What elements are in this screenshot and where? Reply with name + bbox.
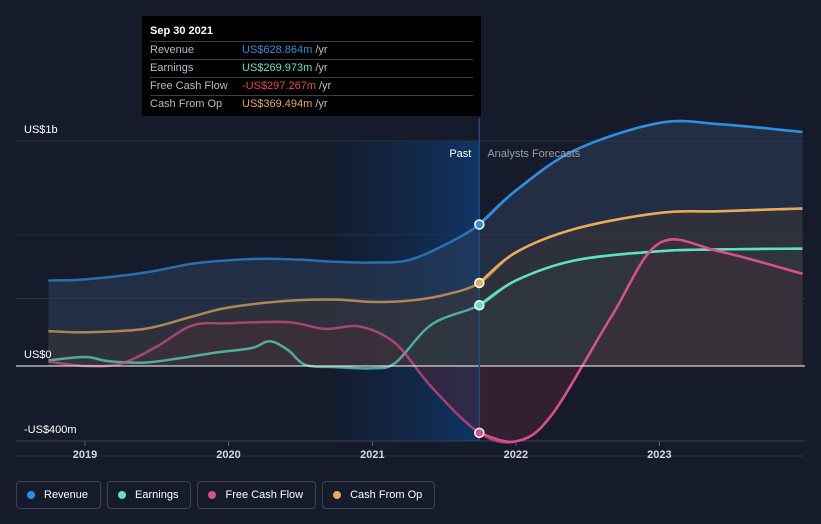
tooltip-row-label: Free Cash Flow: [150, 80, 228, 92]
x-tick-label: 2020: [216, 449, 240, 461]
tooltip-row-revenue: Revenue US$628.864m /yr: [150, 41, 473, 59]
series-forecast-line-free-cash-flow: [478, 238, 803, 444]
data-point-earnings: [474, 300, 485, 311]
tooltip-row-free-cash-flow: Free Cash Flow -US$297.267m /yr: [150, 77, 473, 95]
series-forecast-line-cash-from-op: [478, 207, 803, 284]
legend-item-cash-from-op[interactable]: Cash From Op: [322, 481, 436, 509]
tooltip-date: Sep 30 2021: [150, 25, 213, 37]
legend-dot-icon: [333, 491, 342, 499]
tooltip-row-label: Cash From Op: [150, 98, 223, 110]
series-forecast-line-earnings: [478, 247, 803, 307]
tooltip-row-cash-from-op: Cash From Op US$369.494m /yr: [150, 95, 473, 113]
legend-label: Free Cash Flow: [225, 489, 304, 501]
forecast-label: Analysts Forecasts: [487, 148, 580, 160]
tooltip: Sep 30 2021 Revenue US$628.864m /yr Earn…: [142, 16, 481, 116]
data-point-cash-from-op: [474, 277, 485, 289]
legend-label: Earnings: [135, 489, 179, 501]
legend-item-earnings[interactable]: Earnings: [107, 481, 192, 509]
tooltip-row-unit: /yr: [315, 44, 328, 56]
legend-dot-icon: [118, 491, 127, 499]
tooltip-row-unit: /yr: [315, 62, 328, 74]
x-tick-label: 2022: [504, 449, 528, 461]
area-cash-from-op: [48, 208, 803, 366]
tooltip-row-value: US$369.494m: [242, 98, 313, 110]
y-axis-label: US$1b: [24, 124, 58, 136]
tooltip-row-value: US$628.864m: [242, 44, 313, 56]
y-axis-label: US$0: [24, 349, 52, 361]
y-axis-label: -US$400m: [24, 424, 77, 436]
legend-label: Cash From Op: [350, 489, 423, 501]
legend-label: Revenue: [44, 489, 89, 501]
tooltip-row-value: -US$297.267m: [242, 80, 316, 92]
tooltip-row-label: Revenue: [150, 44, 195, 56]
legend: Revenue Earnings Free Cash Flow Cash Fro…: [16, 481, 436, 509]
legend-item-revenue[interactable]: Revenue: [16, 481, 102, 509]
x-tick-label: 2021: [360, 449, 384, 461]
legend-dot-icon: [208, 491, 217, 499]
data-point-free-cash-flow: [474, 427, 485, 439]
tooltip-row-label: Earnings: [150, 62, 194, 74]
tooltip-row-unit: /yr: [319, 80, 332, 92]
series-forecast-line-revenue: [478, 119, 803, 226]
x-tick-label: 2019: [73, 449, 97, 461]
tooltip-row-value: US$269.973m: [242, 62, 313, 74]
tooltip-row-unit: /yr: [315, 98, 328, 110]
legend-item-free-cash-flow[interactable]: Free Cash Flow: [197, 481, 317, 509]
legend-dot-icon: [27, 491, 35, 499]
data-point-revenue: [474, 219, 485, 230]
past-label: Past: [449, 148, 471, 160]
x-tick-label: 2023: [647, 449, 671, 461]
tooltip-row-earnings: Earnings US$269.973m /yr: [150, 59, 473, 77]
